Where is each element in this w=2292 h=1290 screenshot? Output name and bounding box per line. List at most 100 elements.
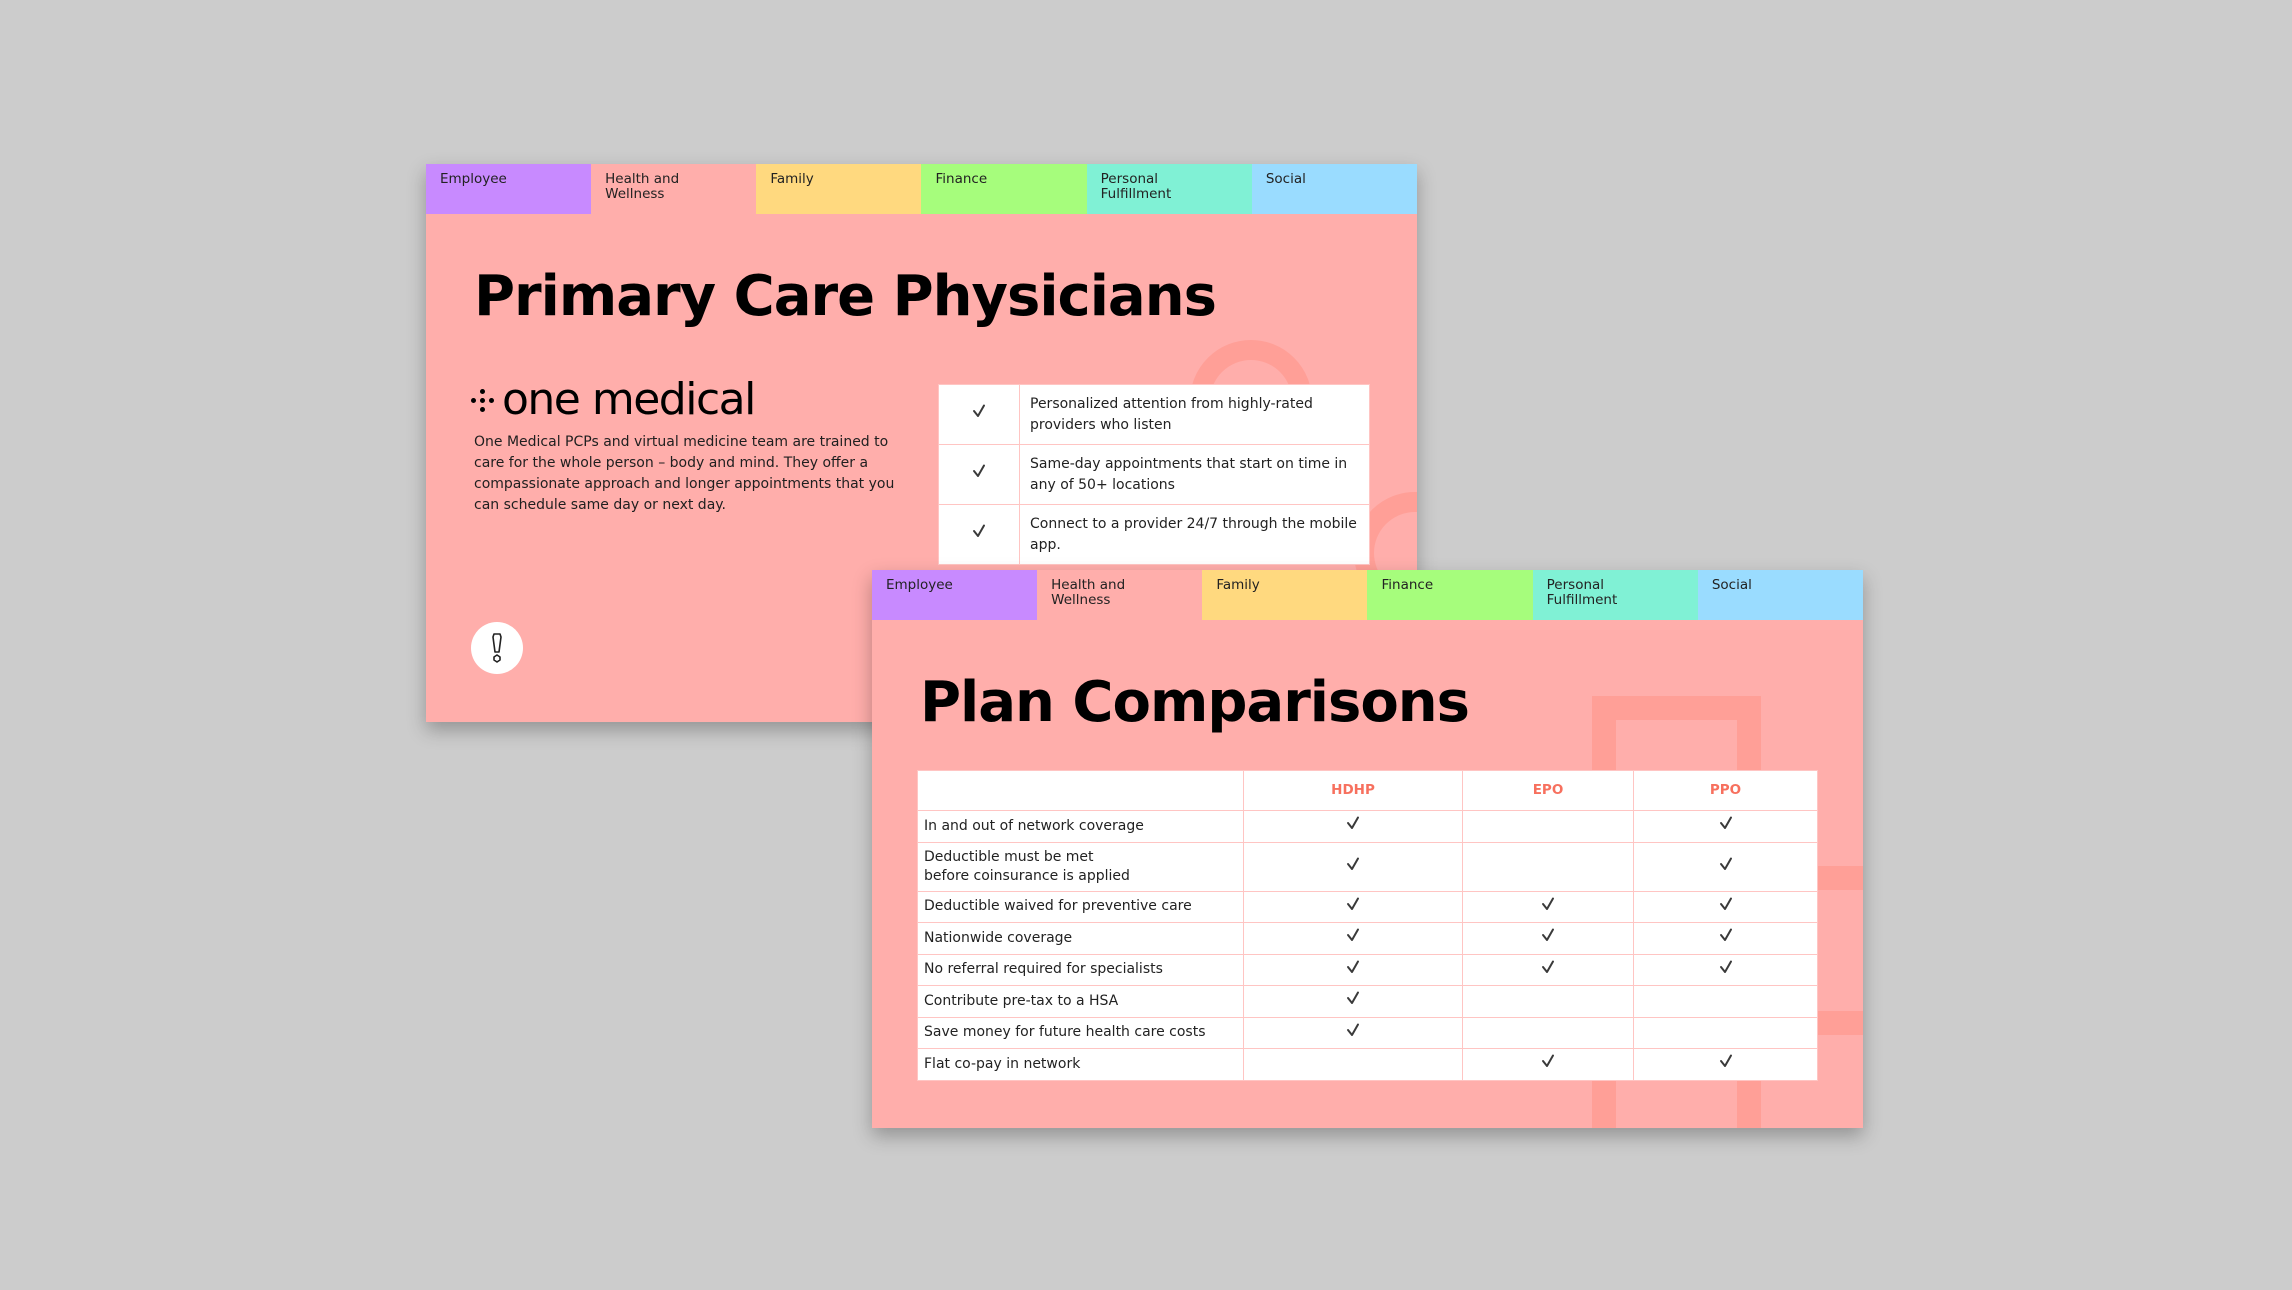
tab-family[interactable]: Family	[1202, 570, 1368, 620]
epo-cell	[1462, 953, 1634, 986]
epo-cell	[1462, 1048, 1634, 1081]
tab-label: Social	[1265, 171, 1306, 187]
tab-social[interactable]: Social	[1251, 164, 1417, 214]
tab-label: Social	[1711, 577, 1752, 593]
tab-personal-fulfillment[interactable]: Personal Fulfillment	[1532, 570, 1698, 620]
ppo-cell	[1633, 890, 1818, 923]
epo-cell	[1462, 841, 1634, 892]
hdhp-cell	[1243, 953, 1463, 986]
feature-label: Deductible must be met before coinsuranc…	[917, 841, 1244, 892]
page-title: Primary Care Physicians	[474, 264, 1217, 329]
page-title: Plan Comparisons	[920, 670, 1470, 735]
tab-finance[interactable]: Finance	[1367, 570, 1533, 620]
list-item: Personalized attention from highly-rated…	[938, 384, 1370, 445]
tab-health-and-wellness[interactable]: Health and Wellness	[591, 164, 722, 214]
ppo-cell	[1633, 953, 1818, 986]
table-row: Flat co-pay in network	[917, 1048, 1818, 1081]
tab-personal-fulfillment[interactable]: Personal Fulfillment	[1086, 164, 1252, 214]
tab-health-and-wellness[interactable]: Health and Wellness	[1037, 570, 1168, 620]
decorative-bar	[1817, 1011, 1863, 1035]
checkmark-icon	[1347, 1023, 1359, 1036]
feature-label: In and out of network coverage	[917, 810, 1244, 843]
ppo-cell	[1633, 922, 1818, 955]
checkmark-icon	[973, 524, 985, 537]
category-tabs: Employee Health and Wellness Family Fina…	[426, 164, 1417, 214]
tab-employee[interactable]: Employee	[872, 570, 1038, 620]
epo-cell	[1462, 1016, 1634, 1049]
column-header-epo: EPO	[1462, 770, 1634, 811]
hdhp-cell	[1243, 1048, 1463, 1081]
table-row: In and out of network coverage	[917, 810, 1818, 843]
table-row: Nationwide coverage	[917, 922, 1818, 955]
benefits-checklist: Personalized attention from highly-rated…	[938, 384, 1370, 565]
checkmark-icon	[1347, 857, 1359, 870]
table-row: No referral required for specialists	[917, 953, 1818, 986]
tab-label: Health and Wellness	[605, 171, 680, 202]
epo-cell	[1462, 922, 1634, 955]
tab-finance[interactable]: Finance	[921, 164, 1087, 214]
category-tabs: Employee Health and Wellness Family Fina…	[872, 570, 1863, 620]
checkmark-icon	[1347, 816, 1359, 830]
table-row: Contribute pre-tax to a HSA	[917, 985, 1818, 1018]
benefit-text: Same-day appointments that start on time…	[1019, 444, 1370, 505]
epo-cell	[1462, 810, 1634, 843]
hdhp-cell	[1243, 922, 1463, 955]
hdhp-cell	[1243, 890, 1463, 923]
benefit-text: Connect to a provider 24/7 through the m…	[1019, 504, 1370, 565]
hdhp-cell	[1243, 810, 1463, 843]
checkmark-icon	[1542, 960, 1554, 973]
column-header-feature	[917, 770, 1244, 811]
tab-family[interactable]: Family	[756, 164, 922, 214]
list-item: Connect to a provider 24/7 through the m…	[938, 504, 1370, 565]
table-row: Deductible must be met before coinsuranc…	[917, 841, 1818, 892]
checkmark-icon	[973, 464, 985, 477]
tab-label: Family	[1216, 577, 1260, 593]
checkmark-icon	[1542, 928, 1554, 942]
epo-cell	[1462, 985, 1634, 1018]
checkmark-icon	[1719, 928, 1732, 942]
hdhp-cell	[1243, 1016, 1463, 1049]
ppo-cell	[1633, 985, 1818, 1018]
checkmark-icon	[1719, 960, 1732, 973]
feature-label: Deductible waived for preventive care	[917, 890, 1244, 923]
alert-button[interactable]	[471, 622, 523, 674]
checkmark-icon	[1719, 857, 1732, 870]
exclamation-icon	[492, 633, 502, 663]
column-header-ppo: PPO	[1633, 770, 1818, 811]
checkmark-icon	[1542, 1054, 1554, 1068]
checkmark-icon	[1347, 897, 1359, 910]
ppo-cell	[1633, 1048, 1818, 1081]
tab-label: Employee	[886, 577, 953, 593]
check-cell	[938, 384, 1020, 445]
tab-label: Health and Wellness	[1051, 577, 1126, 608]
column-header-hdhp: HDHP	[1243, 770, 1463, 811]
ppo-cell	[1633, 810, 1818, 843]
checkmark-icon	[1719, 816, 1732, 830]
ppo-cell	[1633, 841, 1818, 892]
list-item: Same-day appointments that start on time…	[938, 444, 1370, 505]
tab-label: Employee	[440, 171, 507, 187]
tab-label: Family	[770, 171, 814, 187]
ppo-cell	[1633, 1016, 1818, 1049]
tab-label: Finance	[935, 171, 988, 187]
logo-wordmark: one medical	[502, 374, 756, 425]
tab-label: Personal Fulfillment	[1100, 171, 1172, 202]
tab-label: Personal Fulfillment	[1546, 577, 1618, 608]
tab-social[interactable]: Social	[1697, 570, 1863, 620]
decorative-bar	[1817, 866, 1863, 890]
description-text: One Medical PCPs and virtual medicine te…	[474, 434, 895, 513]
hdhp-cell	[1243, 841, 1463, 892]
hdhp-cell	[1243, 985, 1463, 1018]
epo-cell	[1462, 890, 1634, 923]
check-cell	[938, 504, 1020, 565]
logo-dots-icon	[470, 387, 496, 413]
checkmark-icon	[1719, 897, 1732, 910]
tab-label: Finance	[1381, 577, 1434, 593]
table-row: Deductible waived for preventive care	[917, 890, 1818, 923]
checkmark-icon	[1347, 960, 1359, 973]
plan-comparison-table: HDHP EPO PPO In and out of network cover…	[917, 770, 1818, 1081]
checkmark-icon	[973, 404, 985, 417]
table-header-row: HDHP EPO PPO	[917, 770, 1818, 811]
tab-employee[interactable]: Employee	[426, 164, 592, 214]
feature-label: Nationwide coverage	[917, 922, 1244, 955]
